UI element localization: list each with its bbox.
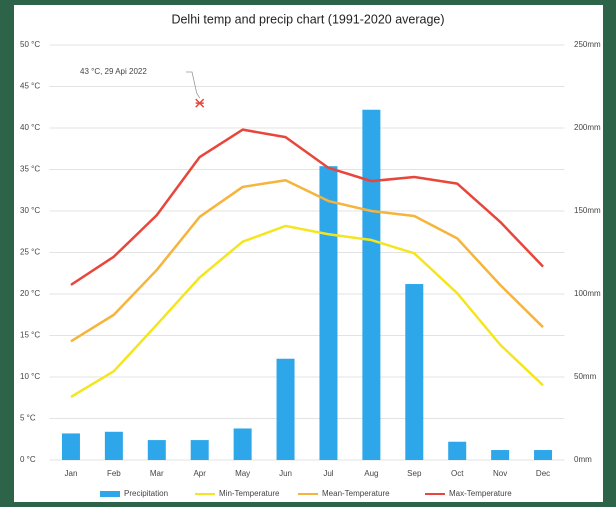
line-series	[70, 128, 544, 286]
y-tick-label: 35 °C	[20, 165, 40, 174]
y2-tick-label: 200mm	[574, 123, 601, 132]
y-tick-label: 15 °C	[20, 331, 40, 340]
y-tick-label: 0 °C	[20, 455, 36, 464]
y2-tick-label: 250mm	[574, 40, 601, 49]
x-tick-label: Jun	[279, 469, 292, 478]
x-tick-label: Jan	[65, 469, 78, 478]
y-tick-label: 25 °C	[20, 248, 40, 257]
legend-swatch	[100, 491, 120, 497]
legend-label: Max-Temperature	[449, 489, 512, 498]
annotation-text: 43 °C, 29 Api 2022	[80, 67, 147, 76]
bar	[104, 431, 123, 460]
x-tick-label: Dec	[536, 469, 550, 478]
legend-label: Precipitation	[124, 489, 168, 498]
y2-tick-label: 50mm	[574, 372, 597, 381]
y-tick-label: 30 °C	[20, 206, 40, 215]
x-tick-label: Jul	[323, 469, 333, 478]
x-tick-label: Sep	[407, 469, 422, 478]
legend-label: Min-Temperature	[219, 489, 280, 498]
y-tick-label: 40 °C	[20, 123, 40, 132]
line-series	[70, 224, 544, 398]
legend-label: Mean-Temperature	[322, 489, 390, 498]
y-tick-label: 10 °C	[20, 372, 40, 381]
y-tick-label: 45 °C	[20, 82, 40, 91]
y-tick-label: 5 °C	[20, 414, 36, 423]
y2-tick-label: 100mm	[574, 289, 601, 298]
chart-title: Delhi temp and precip chart (1991-2020 a…	[171, 12, 444, 26]
x-tick-label: Aug	[364, 469, 378, 478]
line-series	[70, 179, 544, 343]
x-tick-label: Oct	[451, 469, 464, 478]
x-tick-label: Nov	[493, 469, 507, 478]
y2-tick-label: 0mm	[574, 455, 592, 464]
bar	[61, 433, 80, 460]
bar	[362, 109, 381, 461]
x-tick-label: May	[235, 469, 250, 478]
bar	[448, 441, 467, 460]
annotation-marker	[195, 98, 205, 108]
bar	[534, 450, 553, 460]
bar	[190, 440, 209, 460]
bar	[276, 358, 295, 460]
x-tick-label: Mar	[150, 469, 164, 478]
bar	[233, 428, 252, 460]
y-tick-label: 50 °C	[20, 40, 40, 49]
bar	[147, 440, 166, 460]
bar	[491, 450, 510, 460]
chart-panel	[14, 5, 603, 502]
y-tick-label: 20 °C	[20, 289, 40, 298]
x-tick-label: Apr	[193, 469, 206, 478]
annotation-connector	[186, 71, 201, 99]
y2-tick-label: 150mm	[574, 206, 601, 215]
bar	[319, 166, 338, 460]
x-tick-label: Feb	[107, 469, 121, 478]
bar	[405, 284, 424, 460]
